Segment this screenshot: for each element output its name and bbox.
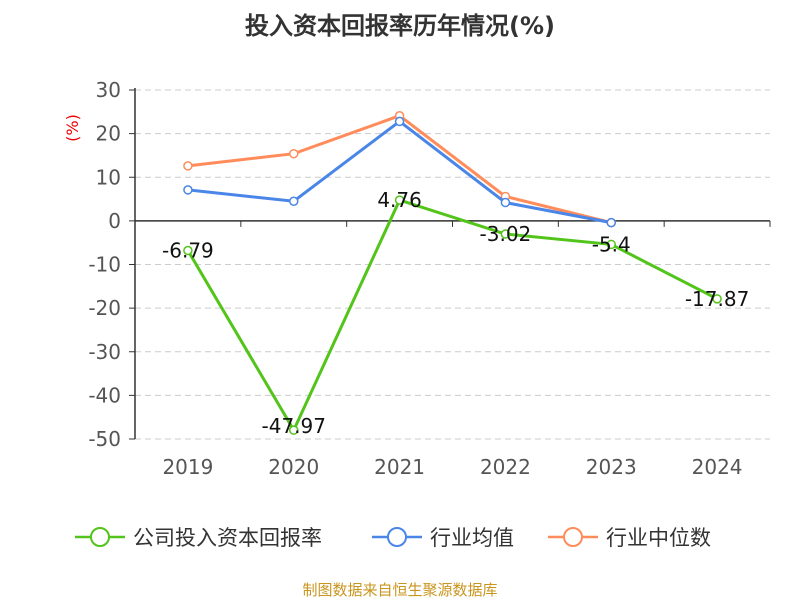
y-tick-label: -30 — [88, 340, 121, 364]
data-label: -17.87 — [685, 287, 749, 311]
legend-label: 行业均值 — [430, 526, 514, 550]
y-tick-label: 20 — [96, 122, 121, 146]
data-label: -3.02 — [480, 222, 532, 246]
data-label: -6.79 — [162, 238, 214, 262]
legend-label: 公司投入资本回报率 — [133, 526, 322, 550]
legend-marker — [90, 527, 110, 547]
data-point — [606, 217, 616, 228]
series-line — [186, 198, 718, 434]
y-tick-label: 30 — [96, 78, 121, 102]
data-point — [289, 148, 299, 159]
data-point — [289, 425, 299, 435]
data-label: -47.97 — [262, 414, 326, 438]
data-point — [183, 185, 193, 195]
data-point — [183, 245, 193, 256]
legend-marker — [563, 527, 583, 547]
data-point — [606, 239, 616, 250]
data-point — [394, 195, 405, 205]
chart-title: 投入资本回报率历年情况(%) — [245, 12, 555, 40]
y-tick-label: -20 — [88, 296, 121, 320]
source-note: 制图数据来自恒生聚源数据库 — [302, 581, 498, 599]
data-point — [500, 197, 511, 208]
data-label: -5.4 — [592, 232, 631, 256]
x-tick-label: 2024 — [692, 455, 743, 479]
data-point — [183, 161, 193, 171]
data-label: 4.76 — [377, 188, 422, 212]
x-tick-label: 2023 — [586, 455, 637, 479]
data-point — [289, 196, 299, 206]
x-tick-label: 2021 — [374, 455, 425, 479]
y-tick-label: 10 — [96, 165, 121, 189]
y-tick-label: -50 — [88, 427, 121, 451]
data-point — [712, 294, 722, 304]
y-tick-label: -40 — [88, 383, 121, 407]
x-tick-label: 2020 — [268, 455, 319, 479]
data-point — [394, 116, 405, 127]
y-tick-label: 0 — [108, 209, 121, 233]
x-tick-label: 2022 — [480, 455, 531, 479]
legend-label: 行业中位数 — [606, 526, 711, 550]
y-axis-label: (%) — [63, 114, 82, 142]
x-tick-label: 2019 — [162, 455, 213, 479]
y-tick-label: -10 — [88, 253, 121, 277]
data-point — [500, 229, 511, 239]
legend-marker — [387, 527, 407, 547]
